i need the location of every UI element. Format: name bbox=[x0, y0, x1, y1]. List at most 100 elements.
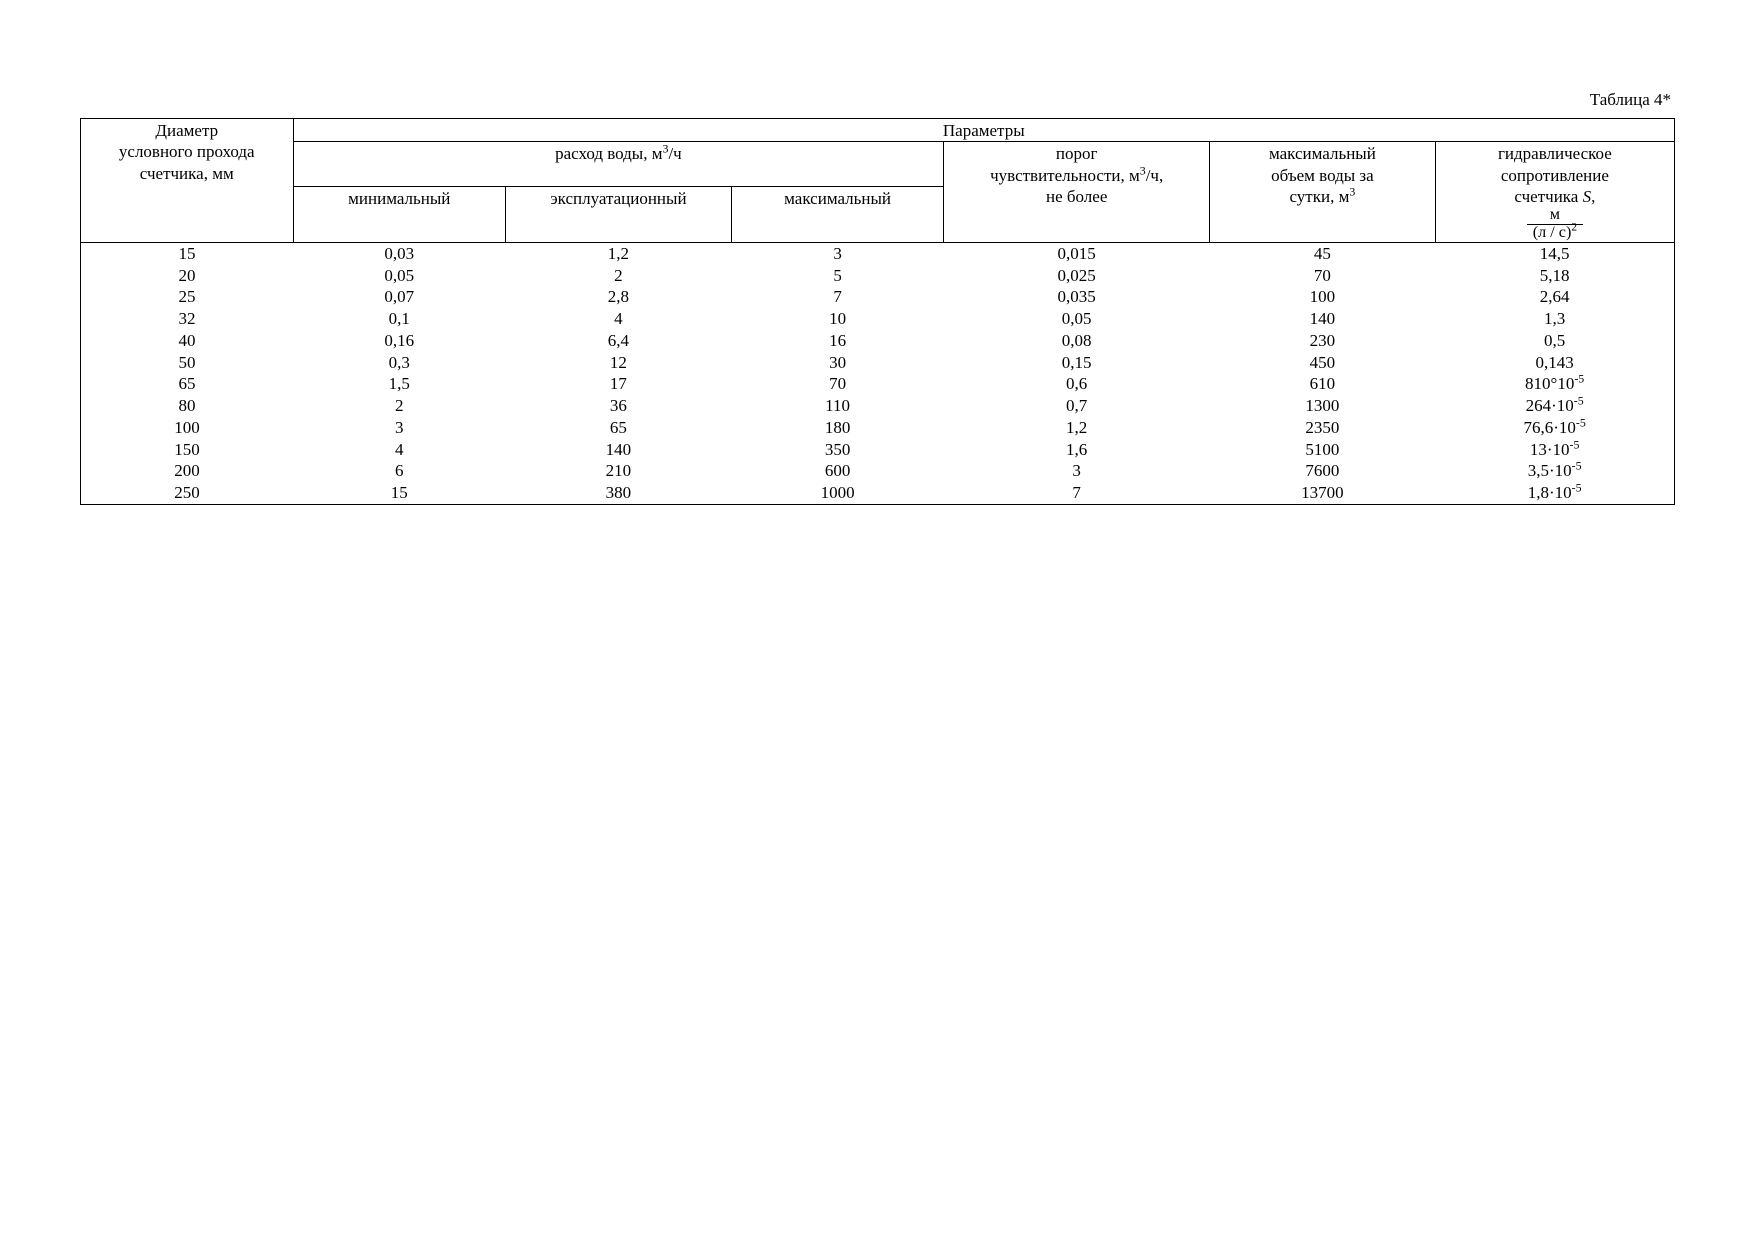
cell-diameter: 32 bbox=[81, 308, 294, 330]
cell-vol: 5100 bbox=[1210, 439, 1436, 461]
cell-vol: 140 bbox=[1210, 308, 1436, 330]
cell-diameter: 15 bbox=[81, 242, 294, 264]
water-meter-parameters-table: Диаметр условного прохода счетчика, мм П… bbox=[80, 118, 1675, 505]
cell-sens: 0,08 bbox=[944, 330, 1210, 352]
header-vol-line3-sup: 3 bbox=[1349, 184, 1355, 198]
cell-exp: 36 bbox=[506, 395, 732, 417]
header-res-fraction: м (л / с)2 bbox=[1527, 207, 1583, 242]
cell-res: 5,18 bbox=[1435, 265, 1674, 287]
cell-exp: 4 bbox=[506, 308, 732, 330]
cell-res: 14,5 bbox=[1435, 242, 1674, 264]
cell-min: 0,3 bbox=[293, 352, 506, 374]
header-flow-tail: /ч bbox=[668, 144, 681, 163]
cell-diameter: 40 bbox=[81, 330, 294, 352]
cell-diameter: 250 bbox=[81, 482, 294, 504]
header-volume: максимальный объем воды за сутки, м3 bbox=[1210, 142, 1436, 243]
cell-exp: 17 bbox=[506, 373, 732, 395]
table-row: 400,166,4160,082300,5 bbox=[81, 330, 1675, 352]
cell-sens: 0,015 bbox=[944, 242, 1210, 264]
table-row: 250,072,870,0351002,64 bbox=[81, 286, 1675, 308]
cell-diameter: 25 bbox=[81, 286, 294, 308]
cell-diameter: 200 bbox=[81, 460, 294, 482]
header-diameter: Диаметр условного прохода счетчика, мм bbox=[81, 119, 294, 243]
header-res-line3-pre: счетчика bbox=[1514, 187, 1582, 206]
cell-max: 1000 bbox=[731, 482, 944, 504]
cell-sens: 0,7 bbox=[944, 395, 1210, 417]
table-row: 150,031,230,0154514,5 bbox=[81, 242, 1675, 264]
cell-exp: 210 bbox=[506, 460, 732, 482]
cell-res: 0,143 bbox=[1435, 352, 1674, 374]
table-row: 651,517700,6610810°10-5 bbox=[81, 373, 1675, 395]
cell-res: 1,8·10-5 bbox=[1435, 482, 1674, 504]
cell-sens: 0,025 bbox=[944, 265, 1210, 287]
cell-min: 3 bbox=[293, 417, 506, 439]
cell-res: 0,5 bbox=[1435, 330, 1674, 352]
cell-res: 2,64 bbox=[1435, 286, 1674, 308]
table-header: Диаметр условного прохода счетчика, мм П… bbox=[81, 119, 1675, 243]
header-res-line3-tail: , bbox=[1591, 187, 1595, 206]
cell-sens: 0,035 bbox=[944, 286, 1210, 308]
header-max: максимальный bbox=[731, 186, 944, 242]
cell-exp: 12 bbox=[506, 352, 732, 374]
cell-sens: 1,6 bbox=[944, 439, 1210, 461]
header-flow-base: расход воды, м bbox=[555, 144, 662, 163]
cell-max: 3 bbox=[731, 242, 944, 264]
table-row: 500,312300,154500,143 bbox=[81, 352, 1675, 374]
cell-vol: 100 bbox=[1210, 286, 1436, 308]
cell-max: 16 bbox=[731, 330, 944, 352]
cell-sens: 3 bbox=[944, 460, 1210, 482]
cell-sens: 0,15 bbox=[944, 352, 1210, 374]
cell-max: 10 bbox=[731, 308, 944, 330]
cell-max: 350 bbox=[731, 439, 944, 461]
cell-sens: 7 bbox=[944, 482, 1210, 504]
header-sens-line2-pre: чувствительности, м bbox=[990, 166, 1140, 185]
cell-exp: 65 bbox=[506, 417, 732, 439]
cell-exp: 6,4 bbox=[506, 330, 732, 352]
cell-min: 6 bbox=[293, 460, 506, 482]
header-flow: расход воды, м3/ч bbox=[293, 142, 944, 187]
cell-vol: 70 bbox=[1210, 265, 1436, 287]
header-diameter-line2: условного прохода bbox=[119, 142, 255, 161]
cell-max: 70 bbox=[731, 373, 944, 395]
cell-max: 600 bbox=[731, 460, 944, 482]
cell-diameter: 20 bbox=[81, 265, 294, 287]
table-row: 200,05250,025705,18 bbox=[81, 265, 1675, 287]
cell-min: 0,07 bbox=[293, 286, 506, 308]
cell-vol: 2350 bbox=[1210, 417, 1436, 439]
table-row: 1003651801,2235076,6·10-5 bbox=[81, 417, 1675, 439]
table-row: 2501538010007137001,8·10-5 bbox=[81, 482, 1675, 504]
cell-min: 15 bbox=[293, 482, 506, 504]
table-row: 15041403501,6510013·10-5 bbox=[81, 439, 1675, 461]
cell-max: 5 bbox=[731, 265, 944, 287]
cell-max: 30 bbox=[731, 352, 944, 374]
cell-min: 0,1 bbox=[293, 308, 506, 330]
cell-sens: 0,6 bbox=[944, 373, 1210, 395]
header-res-frac-den-sup: 2 bbox=[1571, 222, 1577, 234]
cell-max: 7 bbox=[731, 286, 944, 308]
cell-exp: 140 bbox=[506, 439, 732, 461]
cell-vol: 450 bbox=[1210, 352, 1436, 374]
cell-diameter: 150 bbox=[81, 439, 294, 461]
header-res-line1: гидравлическое bbox=[1498, 144, 1612, 163]
table-row: 802361100,71300264·10-5 bbox=[81, 395, 1675, 417]
cell-min: 0,05 bbox=[293, 265, 506, 287]
header-sens-line1: порог bbox=[1056, 144, 1098, 163]
header-parameters: Параметры bbox=[293, 119, 1674, 142]
header-res-line3-S: S bbox=[1583, 187, 1592, 206]
cell-res: 810°10-5 bbox=[1435, 373, 1674, 395]
cell-exp: 380 bbox=[506, 482, 732, 504]
header-min: минимальный bbox=[293, 186, 506, 242]
cell-min: 1,5 bbox=[293, 373, 506, 395]
cell-res: 13·10-5 bbox=[1435, 439, 1674, 461]
cell-min: 0,16 bbox=[293, 330, 506, 352]
cell-max: 110 bbox=[731, 395, 944, 417]
cell-min: 2 bbox=[293, 395, 506, 417]
header-exp: эксплуатационный bbox=[506, 186, 732, 242]
cell-res: 76,6·10-5 bbox=[1435, 417, 1674, 439]
header-res-line2: сопротивление bbox=[1501, 166, 1609, 185]
header-resistance: гидравлическое сопротивление счетчика S,… bbox=[1435, 142, 1674, 243]
header-sens-line3: не более bbox=[1046, 187, 1107, 206]
cell-vol: 230 bbox=[1210, 330, 1436, 352]
header-vol-line2: объем воды за bbox=[1271, 166, 1374, 185]
table-row: 320,14100,051401,3 bbox=[81, 308, 1675, 330]
